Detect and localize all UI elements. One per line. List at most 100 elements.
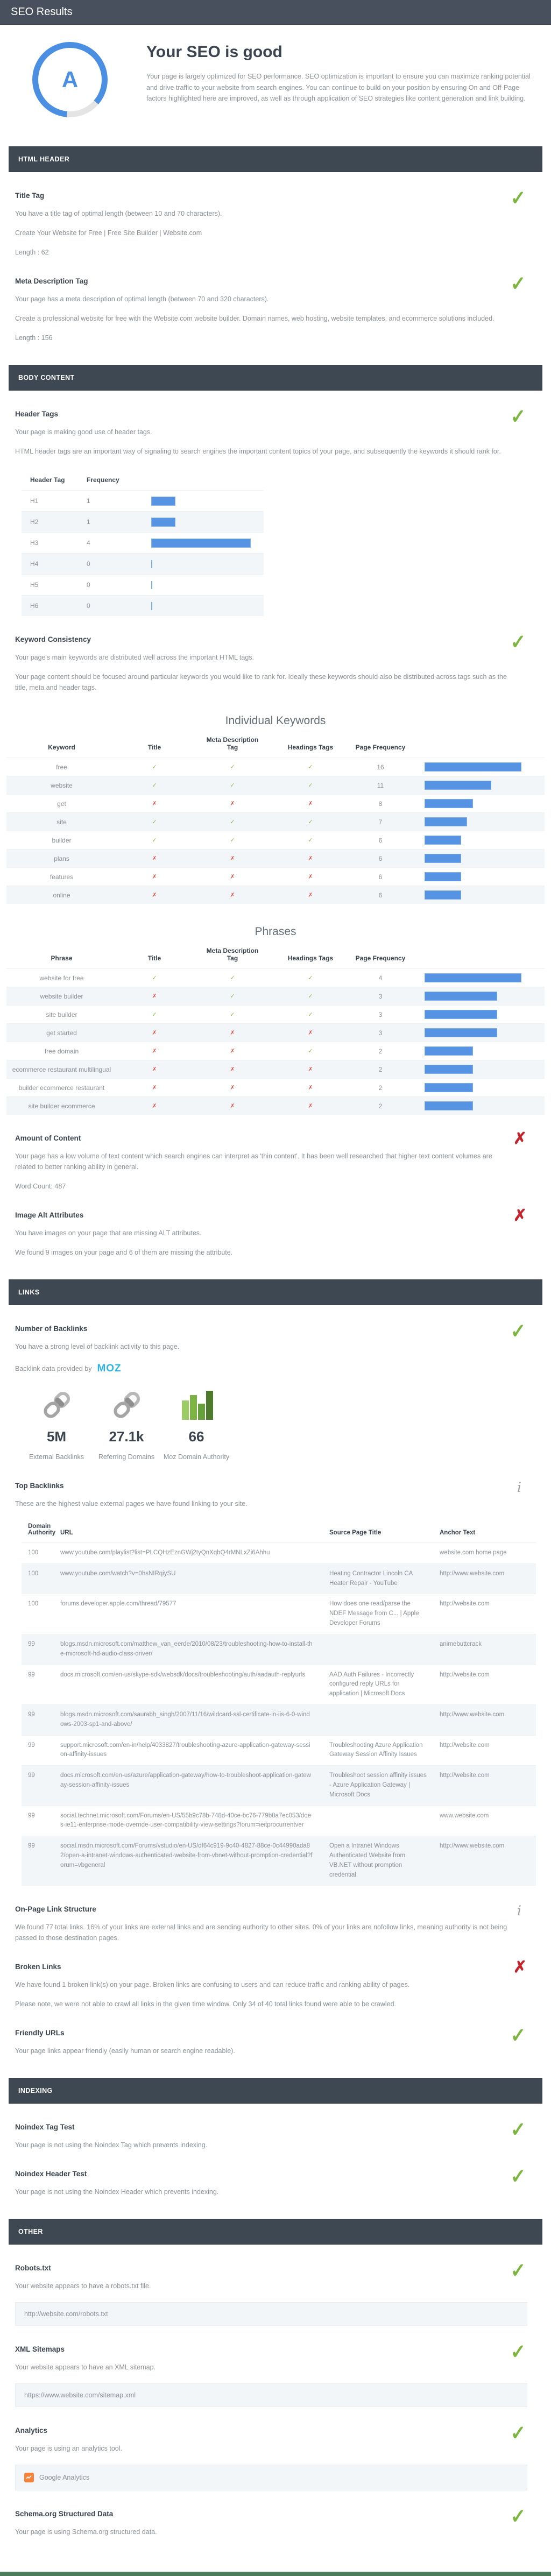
frequency-bar [425,1028,497,1037]
frequency-bar [425,762,521,772]
title-mark: ✗ [152,855,157,862]
title-mark: ✗ [152,1030,157,1036]
header-tag-name: H4 [30,560,39,568]
noindex-header-block: ✓ Noindex Header Test Your page is not u… [0,2167,551,2197]
noindex-tag-block: ✓ Noindex Tag Test Your page is not usin… [0,2120,551,2150]
header-tag-name: H5 [30,581,39,589]
frequency-bar [425,817,467,826]
info-icon[interactable]: i [517,1902,521,1919]
backlink-url[interactable]: social.technet.microsoft.com/Forums/en-U… [60,1812,312,1829]
column-header: Phrase [51,954,73,962]
stat-domain-authority: 66 Moz Domain Authority [161,1389,231,1462]
backlink-url[interactable]: www.youtube.com/watch?v=0hsNIRqiySU [60,1570,176,1577]
keyword-label: free [56,763,67,771]
backlink-row: 100 forums.developer.apple.com/thread/79… [22,1594,536,1633]
pass-check-icon: ✓ [510,187,526,210]
backlink-url[interactable]: docs.microsoft.com/en-us/azure/applicati… [60,1772,311,1788]
backlink-row: 100 www.youtube.com/watch?v=0hsNIRqiySU … [22,1563,536,1594]
header-tag-frequency: 0 [87,602,90,610]
backlink-url[interactable]: www.youtube.com/playlist?list=PLCQHzEznG… [60,1549,270,1556]
table-row: H6 0 [22,595,264,616]
source-page-title: How does one read/parse the NDEF Message… [329,1601,419,1627]
robots-txt-url[interactable]: http://website.com/robots.txt [15,2302,527,2326]
block-text: Your page has a meta description of opti… [15,295,269,303]
table-row: H2 1 [22,511,264,532]
block-heading: Top Backlinks [15,1482,64,1490]
block-heading: Title Tag [15,192,45,200]
column-header: Domain Authority [28,1523,56,1536]
title-mark: ✓ [152,782,157,789]
title-mark: ✓ [152,819,157,825]
phrase-row: site builder ecommerce ✗ ✗ ✗ 2 [6,1096,545,1115]
keyword-label: builder [52,836,72,844]
source-page-title [329,1811,440,1831]
source-page-title: Open a Intranet Windows Authenticated We… [329,1843,406,1878]
stat-value: 5M [46,1428,67,1445]
backlink-row: 99 docs.microsoft.com/en-us/skype-sdk/we… [22,1664,536,1704]
title-mark: ✗ [152,892,157,898]
backlink-url[interactable]: blogs.msdn.microsoft.com/matthew_van_eer… [60,1640,313,1657]
frequency-bar [425,836,461,845]
title-mark: ✗ [152,874,157,880]
keyword-label: features [50,873,74,881]
page-frequency: 2 [378,1047,383,1055]
title-mark: ✓ [152,975,157,981]
word-count: Word Count: 487 [15,1183,66,1190]
keyword-label: plans [54,854,69,862]
headings-mark: ✗ [308,1066,313,1073]
stat-value: 66 [188,1428,204,1445]
backlink-url[interactable]: docs.microsoft.com/en-us/skype-sdk/websd… [60,1671,306,1678]
keyword-row: online ✗ ✗ ✗ 6 [6,886,545,904]
headings-mark: ✓ [308,1048,313,1055]
backlink-url[interactable]: support.microsoft.com/en-in/help/4033827… [60,1742,310,1758]
number-of-backlinks-block: ✓ Number of Backlinks You have a strong … [0,1321,551,1462]
block-text: Your page has a low volume of text conte… [15,1152,492,1171]
on-page-link-structure-block: i On-Page Link Structure We found 77 tot… [0,1902,551,1943]
backlink-url[interactable]: social.msdn.microsoft.com/Forums/vstudio… [60,1843,313,1869]
page-frequency: 6 [378,836,383,844]
title-tag-block: ✓ Title Tag You have a title tag of opti… [0,188,551,258]
section-links: LINKS [9,1279,542,1305]
anchor-text: http://www.website.com [440,1711,505,1718]
page-frequency: 3 [378,992,383,1000]
footer-accent-bar [0,2571,551,2576]
info-icon[interactable]: i [517,1480,521,1495]
headings-mark: ✓ [308,1011,313,1018]
fail-cross-icon: ✗ [513,1958,527,1976]
title-mark: ✗ [152,1066,157,1073]
block-heading: Friendly URLs [15,2028,65,2037]
summary-description: Your page is largely optimized for SEO p… [146,73,531,103]
fail-cross-icon: ✗ [513,1207,527,1225]
block-text: Your page content should be focused arou… [15,673,507,691]
header-tags-table-head: Header Tag Frequency [22,471,264,490]
meta-mark: ✓ [230,764,235,770]
headings-mark: ✗ [308,892,313,898]
headings-mark: ✗ [308,801,313,807]
backlink-row: 99 docs.microsoft.com/en-us/azure/applic… [22,1765,536,1806]
title-tag-value: Create Your Website for Free | Free Site… [15,229,202,237]
backlink-url[interactable]: blogs.msdn.microsoft.com/saurabh_singh/2… [60,1711,310,1728]
headings-mark: ✓ [308,819,313,825]
headings-mark: ✗ [308,1030,313,1036]
frequency-bar [425,992,497,1001]
page-frequency: 2 [378,1065,383,1073]
phrase-label: website for free [39,974,84,982]
anchor-text: http://website.com [440,1671,490,1678]
moz-logo[interactable]: MOZ [97,1363,122,1374]
page-frequency: 2 [378,1084,383,1092]
headings-mark: ✗ [308,1103,313,1109]
link-chain-icon [22,1389,91,1421]
broken-links-block: ✗ Broken Links We have found 1 broken li… [0,1959,551,2009]
table-row: H5 0 [22,574,264,595]
domain-authority: 99 [28,1812,35,1819]
friendly-urls-block: ✓ Friendly URLs Your page links appear f… [0,2026,551,2056]
backlink-row: 99 social.msdn.microsoft.com/Forums/vstu… [22,1836,536,1886]
page-frequency: 8 [378,799,383,808]
section-indexing: INDEXING [9,2077,542,2104]
column-header: Page Frequency [355,954,406,962]
sitemap-url[interactable]: https://www.website.com/sitemap.xml [15,2383,527,2407]
header-tag-name: H6 [30,602,39,610]
header-tag-name: H1 [30,497,39,505]
stat-value: 27.1k [109,1428,144,1445]
backlink-url[interactable]: forums.developer.apple.com/thread/79577 [60,1601,176,1608]
